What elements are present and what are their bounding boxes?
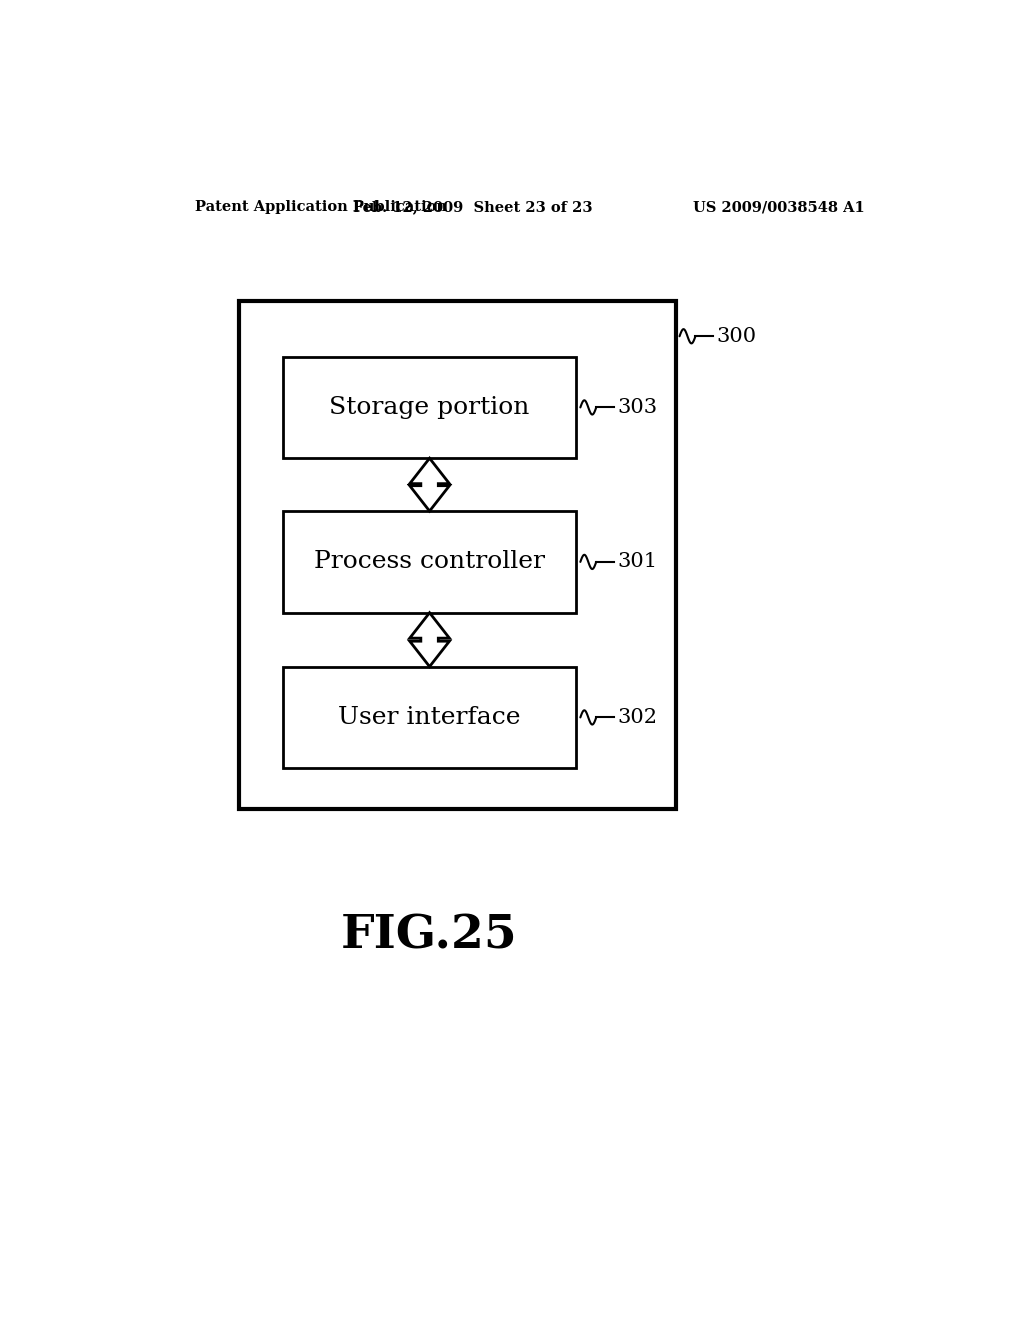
Text: US 2009/0038548 A1: US 2009/0038548 A1	[693, 201, 864, 214]
Text: Patent Application Publication: Patent Application Publication	[196, 201, 447, 214]
Bar	[283, 511, 577, 612]
Text: 302: 302	[617, 708, 657, 727]
Text: Storage portion: Storage portion	[330, 396, 529, 418]
Text: Feb. 12, 2009  Sheet 23 of 23: Feb. 12, 2009 Sheet 23 of 23	[353, 201, 593, 214]
Text: Process controller: Process controller	[314, 550, 545, 573]
Bar	[240, 301, 676, 809]
Polygon shape	[410, 612, 450, 667]
Bar	[283, 667, 577, 768]
Text: 300: 300	[717, 327, 757, 346]
Polygon shape	[410, 458, 450, 511]
Text: FIG.25: FIG.25	[341, 913, 518, 958]
Text: 303: 303	[617, 397, 657, 417]
Text: 301: 301	[617, 552, 657, 572]
Bar	[283, 356, 577, 458]
Text: User interface: User interface	[338, 706, 521, 729]
